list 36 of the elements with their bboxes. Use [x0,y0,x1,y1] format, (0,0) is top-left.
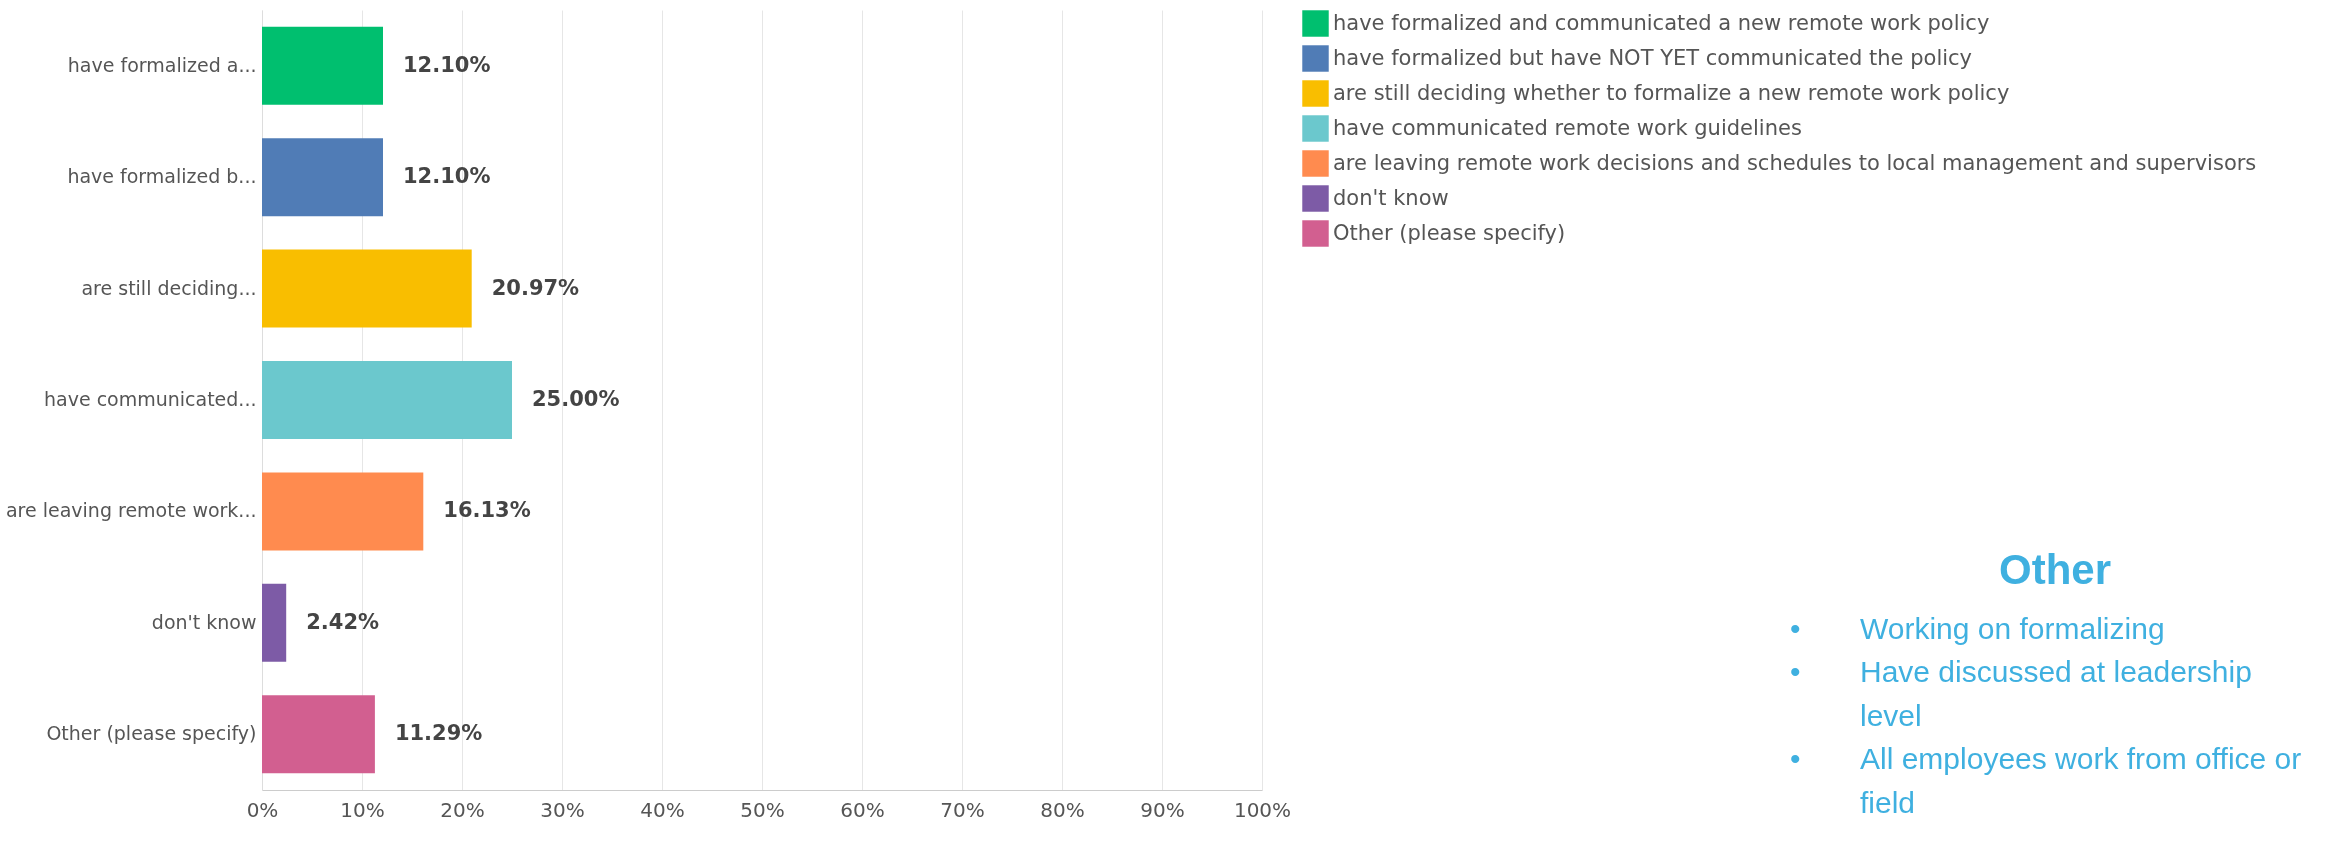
y-tick-label: Other (please specify) [46,722,257,745]
x-tick-label: 20% [440,797,485,822]
y-tick-label: are leaving remote work... [5,499,257,522]
y-tick-label: have formalized b... [67,165,257,188]
data-label: 11.29% [394,721,483,746]
y-tick-label: have formalized a... [67,53,257,76]
data-label: 12.10% [403,52,491,77]
data-label: 20.97% [491,275,580,300]
x-tick-label: 70% [940,797,985,822]
legend-label: are still deciding whether to formalize a new remote work policy [1333,80,2010,105]
x-tick-label: 40% [640,797,685,822]
legend-label: are leaving remote work decisions and schedules to local management and supervisors [1333,150,2257,175]
data-label: 12.10% [403,164,491,189]
text: • All employees work from office or field [1790,742,2302,819]
data-label: 16.13% [443,498,531,523]
y-tick-label: don't know [151,610,257,633]
legend-label: have communicated remote work guidelines [1333,115,1802,140]
legend-label: don't know [1333,185,1449,210]
text: • Have discussed at leadership level [1790,655,2252,732]
x-tick-label: 30% [540,797,585,822]
x-tick-label: 0% [246,797,279,822]
x-tick-label: 10% [340,797,385,822]
x-tick-label: 50% [740,797,785,822]
y-tick-label: have communicated... [43,388,257,410]
data-label: 25.00% [532,387,620,411]
legend-label: Other (please specify) [1333,220,1566,245]
y-tick-label: are still deciding... [81,276,257,299]
x-tick-label: 100% [1233,797,1292,822]
x-tick-label: 80% [1040,797,1085,822]
data-label: 2.42% [306,609,380,634]
legend-label: have formalized and communicated a new remote work policy [1333,10,1990,35]
x-tick-label: 90% [1140,797,1185,822]
x-tick-label: 60% [840,797,885,822]
text: Other [1998,545,2112,595]
legend-label: have formalized but have NOT YET communicated the policy [1333,45,1973,70]
text: • Working on formalizing [1790,611,2165,645]
